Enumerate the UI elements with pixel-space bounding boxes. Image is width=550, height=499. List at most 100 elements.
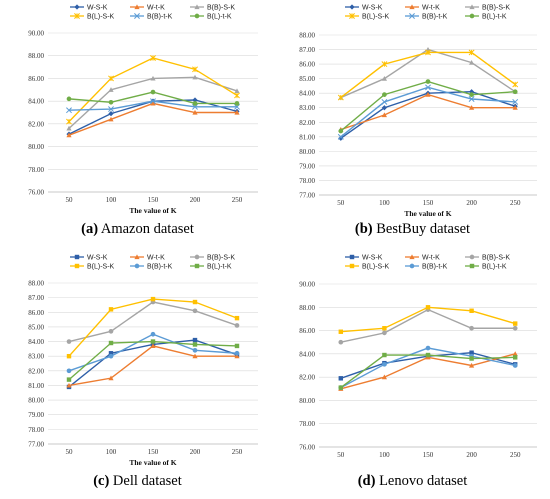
- legend-item: B(B)-t-K: [405, 264, 448, 271]
- data-point: [108, 87, 114, 92]
- y-tick-label: 84.00: [299, 350, 315, 358]
- legend-swatch-marker: [134, 263, 140, 269]
- legend-label: B(L)-t-K: [482, 264, 507, 271]
- x-tick-label: 50: [337, 199, 345, 207]
- data-point: [234, 109, 240, 115]
- series-B(B)-t-K: [337, 84, 519, 140]
- series-B(B)-t-K: [66, 98, 240, 114]
- data-point: [512, 363, 518, 368]
- data-point: [469, 350, 474, 355]
- series-B(L)-t-K: [338, 352, 518, 390]
- x-tick-label: 250: [510, 451, 521, 459]
- data-point: [108, 106, 114, 113]
- panel-lenovo: W-S-K W-t-K B(B)-S-K B(L)-S-K B(B)-t-K B(L)-t…: [275, 250, 550, 499]
- legend-label: W-t-K: [147, 5, 165, 12]
- legend-swatch-marker: [469, 254, 475, 260]
- data-point: [192, 347, 198, 353]
- data-point: [469, 92, 474, 97]
- series-B(L)-S-K: [66, 296, 240, 359]
- data-point: [381, 61, 388, 68]
- data-point: [192, 342, 198, 347]
- series-B(L)-S-K: [337, 49, 519, 101]
- caption-label: (b): [354, 221, 373, 237]
- data-point: [150, 98, 156, 105]
- data-point: [338, 385, 344, 390]
- x-tick-label: 150: [148, 448, 159, 456]
- y-tick-label: 88.00: [299, 304, 315, 312]
- legend-swatch-marker: [134, 254, 140, 260]
- legend-item: B(L)-t-K: [465, 14, 507, 21]
- data-point: [66, 125, 72, 131]
- legend: W-S-K W-t-K B(B)-S-K B(L)-S-K B(B)-t-K B(L)-t…: [70, 4, 235, 21]
- gridlines: [319, 34, 537, 196]
- y-tick-label: 80.00: [28, 143, 44, 151]
- y-tick-label: 88.00: [28, 52, 44, 60]
- data-point: [66, 368, 72, 374]
- data-point: [512, 325, 518, 331]
- legend-swatch-marker: [409, 254, 415, 260]
- caption-amazon: (a) Amazon dataset: [0, 221, 275, 238]
- data-point: [425, 92, 431, 97]
- legend-item: W-t-K: [130, 254, 165, 262]
- legend-label: W-t-K: [422, 255, 440, 262]
- data-point: [150, 89, 156, 95]
- legend-swatch-marker: [349, 263, 355, 269]
- x-tick-label: 200: [190, 196, 201, 204]
- legend: W-S-K W-t-K B(B)-S-K B(L)-S-K B(B)-t-K B(L)-t…: [345, 4, 510, 21]
- legend-item: B(L)-S-K: [70, 264, 115, 271]
- data-point: [192, 299, 198, 305]
- y-tick-label: 85.00: [299, 75, 315, 83]
- data-point: [512, 321, 518, 326]
- data-point: [512, 98, 519, 105]
- data-point: [234, 103, 240, 110]
- y-tick-label: 87.00: [28, 294, 44, 302]
- x-tick-labels: 50 100 150 200 250: [337, 451, 521, 459]
- panel-bestbuy: W-S-K W-t-K B(B)-S-K B(L)-S-K B(B)-t-K B(L)-t…: [275, 0, 550, 249]
- y-tick-label: 86.00: [299, 327, 315, 335]
- caption-text: Amazon dataset: [100, 221, 194, 237]
- data-point: [469, 356, 474, 361]
- series-line: [340, 48, 516, 99]
- legend-item: B(L)-S-K: [345, 13, 390, 21]
- legend-label: W-t-K: [422, 5, 440, 12]
- legend-swatch-marker: [469, 263, 475, 269]
- data-point: [66, 118, 72, 125]
- y-tick-label: 77.00: [28, 441, 44, 449]
- data-point: [66, 377, 72, 382]
- legend-label: B(L)-S-K: [362, 14, 390, 21]
- chart-bestbuy: W-S-K W-t-K B(B)-S-K B(L)-S-K B(B)-t-K B(L)-t…: [299, 4, 537, 218]
- legend-item: B(L)-t-K: [190, 264, 232, 271]
- data-point: [66, 339, 72, 344]
- legend-item: B(B)-S-K: [465, 255, 510, 262]
- data-point: [192, 337, 198, 343]
- legend-swatch-marker: [349, 13, 355, 19]
- legend-swatch-marker: [409, 13, 415, 19]
- series-B(B)-S-K: [66, 74, 240, 131]
- caption-dell: (c) Dell dataset: [0, 473, 275, 490]
- chart-dell: W-S-K W-t-K B(B)-S-K B(L)-S-K B(B)-t-K B(L)-t…: [28, 254, 258, 467]
- x-tick-labels: 50 100 150 200 250: [66, 448, 243, 456]
- y-tick-label: 82.00: [299, 374, 315, 382]
- series-W-t-K: [66, 343, 240, 388]
- legend-swatch-marker: [74, 13, 80, 19]
- data-point: [66, 382, 72, 388]
- legend-item: B(L)-t-K: [465, 264, 507, 271]
- data-point: [469, 325, 474, 331]
- data-point: [192, 101, 198, 106]
- data-point: [108, 353, 114, 359]
- data-point: [66, 107, 72, 114]
- legend-item: B(L)-t-K: [190, 14, 232, 21]
- series-B(L)-S-K: [338, 305, 518, 334]
- y-tick-labels: 77.00 78.00 79.00 80.00 81.00 82.00 83.00 84.00…: [299, 32, 315, 200]
- data-point: [381, 374, 387, 380]
- data-point: [382, 92, 387, 97]
- legend-item: B(B)-t-K: [130, 13, 173, 21]
- x-tick-label: 100: [106, 448, 117, 456]
- y-tick-label: 86.00: [299, 61, 315, 69]
- data-point: [192, 109, 198, 115]
- legend-label: B(B)-t-K: [147, 14, 173, 21]
- data-point: [338, 329, 344, 334]
- y-tick-label: 79.00: [299, 162, 315, 170]
- data-point: [192, 97, 198, 103]
- data-point: [382, 352, 387, 358]
